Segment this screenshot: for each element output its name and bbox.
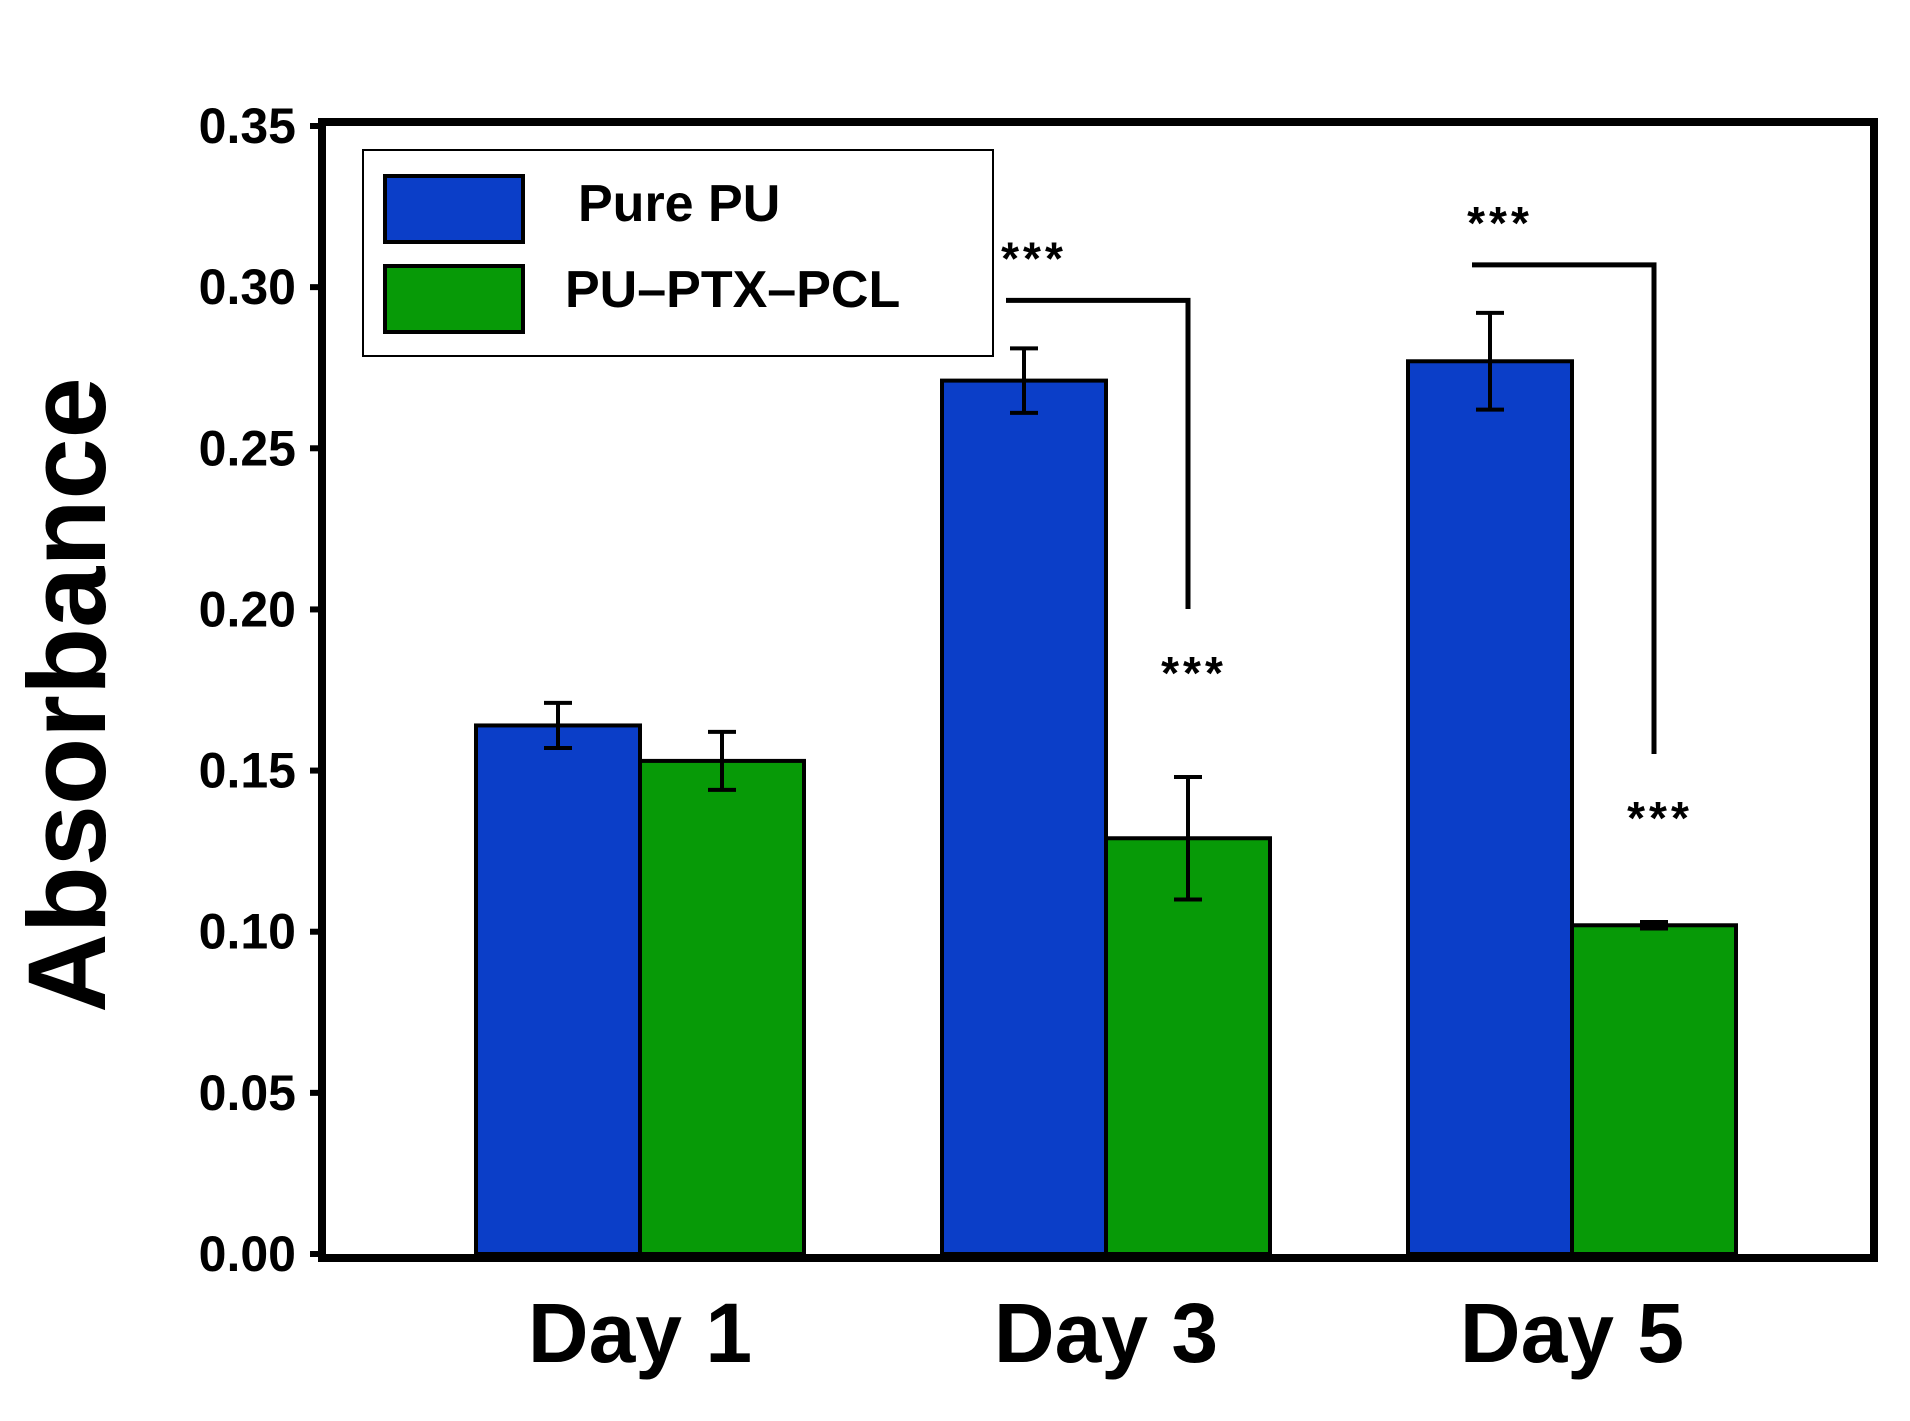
legend-swatch-pure-pu xyxy=(383,174,525,244)
y-tick-labels: 0.00 0.05 0.10 0.15 0.20 0.25 0.30 0.35 xyxy=(199,98,296,1282)
significance-label: *** xyxy=(1627,792,1693,844)
significance-bracket xyxy=(1472,262,1657,755)
legend-swatch-pu-ptx-pcl xyxy=(383,264,525,334)
significance-annotations: *** *** *** *** xyxy=(1001,197,1693,844)
bar-pure-pu-day-3 xyxy=(940,378,1108,1256)
plot-frame xyxy=(318,118,1878,1262)
significance-label: *** xyxy=(1467,197,1533,249)
x-category-labels: Day 1 Day 3 Day 5 xyxy=(528,1286,1684,1380)
bars xyxy=(474,359,1738,1257)
bar-pu-ptx-pcl-day-5 xyxy=(1570,923,1738,1256)
y-tick-label: 0.20 xyxy=(199,581,296,637)
significance-label: *** xyxy=(1001,232,1067,284)
y-tick-label: 0.35 xyxy=(199,98,296,154)
legend-label-pure-pu: Pure PU xyxy=(578,175,780,233)
bar-pu-ptx-pcl-day-1 xyxy=(638,758,806,1256)
significance-brackets xyxy=(1006,262,1657,755)
y-tick-label: 0.05 xyxy=(199,1065,296,1121)
x-category-label: Day 3 xyxy=(994,1286,1218,1380)
bar-pure-pu-day-1 xyxy=(474,723,642,1256)
legend: Pure PU PU–PTX–PCL xyxy=(362,149,994,357)
x-category-label: Day 5 xyxy=(1460,1286,1684,1380)
y-axis-title: Absorbance xyxy=(6,377,129,1013)
y-tick-label: 0.25 xyxy=(199,420,296,476)
significance-label: *** xyxy=(1161,647,1227,699)
x-category-label: Day 1 xyxy=(528,1286,752,1380)
bar-pure-pu-day-5 xyxy=(1406,359,1574,1257)
y-tick-label: 0.10 xyxy=(199,904,296,960)
y-tick-label: 0.00 xyxy=(199,1226,296,1282)
significance-bracket xyxy=(1006,297,1191,610)
bar-pu-ptx-pcl-day-3 xyxy=(1104,836,1272,1256)
y-tick-label: 0.15 xyxy=(199,743,296,799)
legend-label-pu-ptx-pcl: PU–PTX–PCL xyxy=(565,261,900,319)
y-tick-label: 0.30 xyxy=(199,259,296,315)
error-bars xyxy=(544,310,1668,931)
